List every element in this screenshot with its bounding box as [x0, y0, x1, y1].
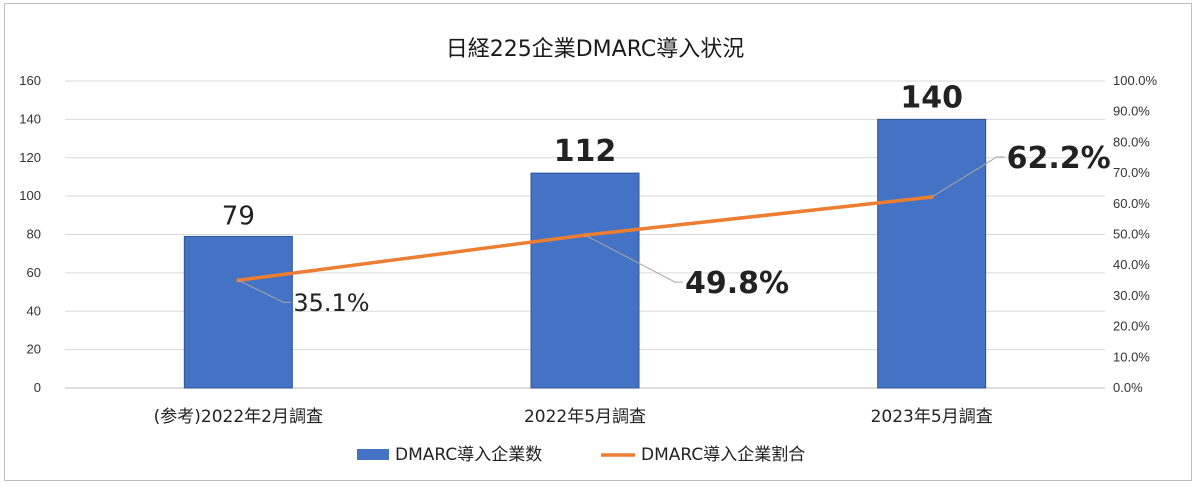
- line-data-label: 49.8%: [685, 266, 789, 301]
- y-right-tick-label: 50.0%: [1113, 227, 1150, 242]
- leader-line: [238, 279, 292, 303]
- y-right-tick-label: 10.0%: [1113, 349, 1150, 364]
- y-left-tick-label: 40: [27, 303, 41, 318]
- chart-frame: 日経225企業DMARC導入状況 0 20 40 60 80 100 120 140 160 0…: [4, 3, 1192, 481]
- bar-data-label: 140: [900, 80, 963, 115]
- y-right-tick-label: 20.0%: [1113, 319, 1150, 334]
- y-right-tick-label: 0.0%: [1113, 380, 1143, 395]
- line-data-label: 35.1%: [293, 289, 369, 317]
- right-axis: 0.0% 10.0% 20.0% 30.0% 40.0% 50.0% 60.0% 70.0% 8…: [1113, 73, 1158, 395]
- leader-line: [584, 234, 683, 283]
- y-right-tick-label: 80.0%: [1113, 134, 1150, 149]
- y-right-tick-label: 30.0%: [1113, 288, 1150, 303]
- y-left-tick-label: 100: [19, 188, 41, 203]
- y-left-tick-label: 0: [34, 380, 41, 395]
- y-right-tick-label: 60.0%: [1113, 196, 1150, 211]
- legend-label: DMARC導入企業割合: [641, 445, 805, 465]
- data-labels: 79 112 140 35.1% 49.8% 62.2%: [222, 80, 1111, 317]
- y-right-tick-label: 70.0%: [1113, 165, 1150, 180]
- y-left-tick-label: 20: [27, 342, 41, 357]
- bar-series: [183, 118, 987, 389]
- legend-label: DMARC導入企業数: [395, 445, 542, 465]
- category-label: 2022年5月調査: [524, 407, 646, 427]
- y-left-tick-label: 160: [19, 73, 41, 88]
- bar-data-label: 112: [554, 134, 617, 169]
- combo-chart: 日経225企業DMARC導入状況 0 20 40 60 80 100 120 140 160 0…: [19, 37, 1158, 465]
- bar: [877, 118, 987, 389]
- bar: [183, 235, 293, 389]
- y-left-tick-label: 60: [27, 265, 41, 280]
- bar-data-label: 79: [222, 201, 255, 231]
- category-label: (参考)2022年2月調査: [154, 407, 323, 427]
- chart-title: 日経225企業DMARC導入状況: [446, 37, 745, 62]
- y-right-tick-label: 90.0%: [1113, 104, 1150, 119]
- y-left-tick-label: 140: [19, 111, 41, 126]
- bar: [530, 172, 640, 389]
- legend-swatch-bar: [357, 449, 389, 460]
- category-axis: (参考)2022年2月調査 2022年5月調査 2023年5月調査: [154, 407, 993, 427]
- category-label: 2023年5月調査: [871, 407, 993, 427]
- left-axis: 0 20 40 60 80 100 120 140 160: [19, 73, 41, 395]
- leader-line: [931, 156, 1005, 198]
- y-right-tick-label: 40.0%: [1113, 257, 1150, 272]
- legend: DMARC導入企業数 DMARC導入企業割合: [357, 445, 805, 465]
- y-left-tick-label: 120: [19, 150, 41, 165]
- line-data-label: 62.2%: [1007, 141, 1111, 176]
- y-left-tick-label: 80: [27, 227, 41, 242]
- y-right-tick-label: 100.0%: [1113, 73, 1158, 88]
